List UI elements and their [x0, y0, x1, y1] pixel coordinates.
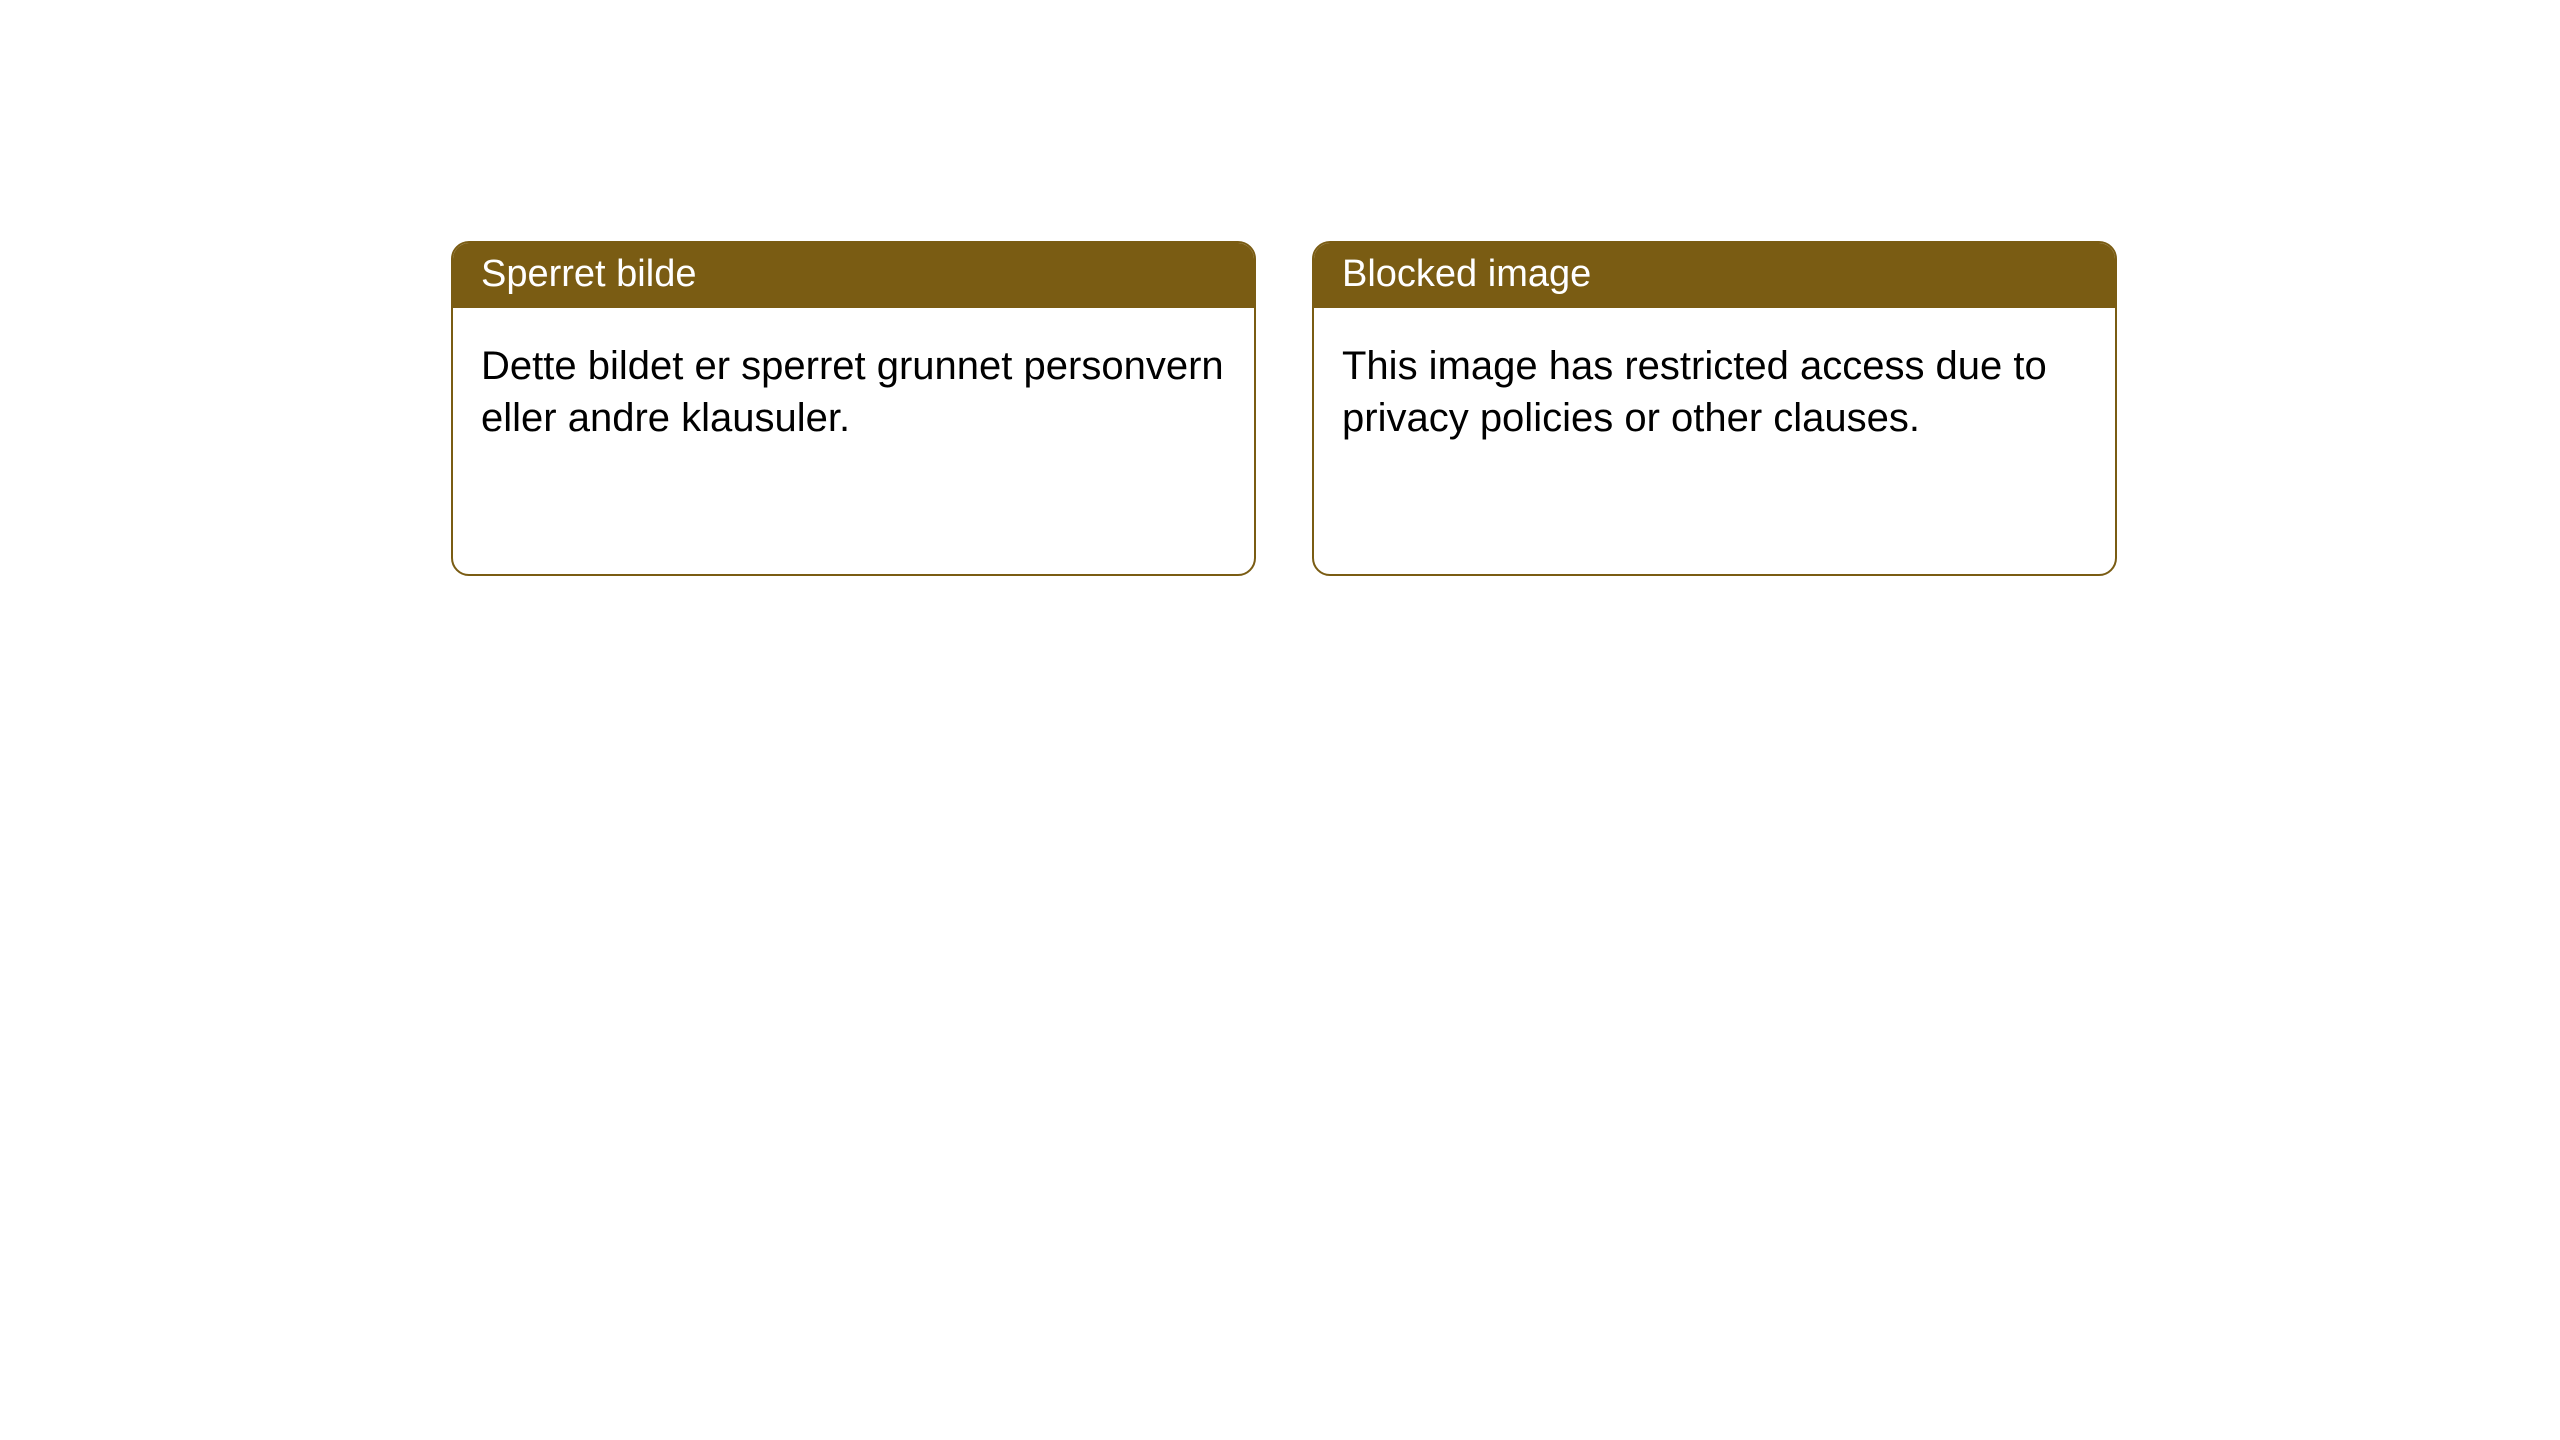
notice-card-norwegian: Sperret bilde Dette bildet er sperret gr…	[451, 241, 1256, 576]
card-body: Dette bildet er sperret grunnet personve…	[453, 308, 1254, 476]
card-title: Sperret bilde	[481, 253, 696, 295]
card-body-text: Dette bildet er sperret grunnet personve…	[481, 344, 1224, 440]
notice-card-english: Blocked image This image has restricted …	[1312, 241, 2117, 576]
card-body-text: This image has restricted access due to …	[1342, 344, 2047, 440]
card-body: This image has restricted access due to …	[1314, 308, 2115, 476]
notice-container: Sperret bilde Dette bildet er sperret gr…	[0, 0, 2560, 576]
card-header: Blocked image	[1314, 243, 2115, 308]
card-title: Blocked image	[1342, 253, 1591, 295]
card-header: Sperret bilde	[453, 243, 1254, 308]
